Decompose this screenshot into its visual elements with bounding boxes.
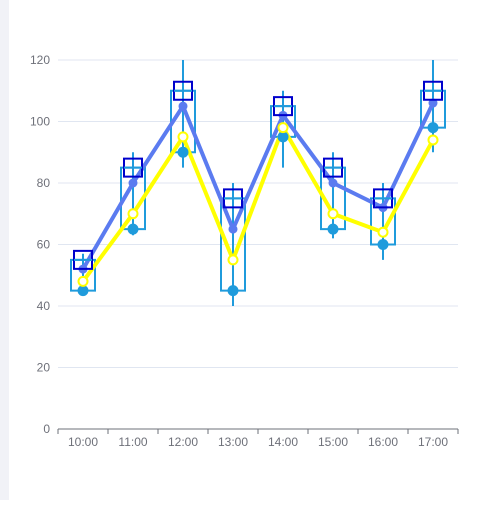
x-tick-label: 11:00: [118, 435, 147, 449]
data-point-hollow: [377, 226, 389, 238]
x-tick-label: 10:00: [68, 435, 98, 449]
x-tick-label: 12:00: [168, 435, 198, 449]
y-tick-label: 100: [30, 115, 50, 129]
y-tick-label: 80: [37, 176, 51, 190]
data-point-filled: [77, 285, 89, 297]
data-point-filled: [327, 223, 339, 235]
data-point-hollow: [327, 208, 339, 220]
y-tick-label: 40: [37, 299, 51, 313]
data-point-hollow: [177, 131, 189, 143]
data-point-hollow: [227, 254, 239, 266]
x-tick-label: 16:00: [368, 435, 398, 449]
data-point-filled: [427, 122, 439, 134]
markers-layer: [73, 80, 443, 297]
y-tick-label: 20: [37, 361, 51, 375]
data-point-filled: [227, 285, 239, 297]
data-point-filled: [277, 131, 289, 143]
y-tick-label: 120: [30, 53, 50, 67]
y-tick-label: 0: [43, 422, 50, 436]
data-point-blue: [328, 178, 338, 188]
data-point-hollow: [427, 134, 439, 146]
data-point-blue: [128, 178, 138, 188]
y-axis: 0 20 40 60 80 100 120: [30, 53, 50, 436]
x-axis: 10:00 11:00 12:00 13:00 14:00 15:00 16:00 17:00: [57, 428, 459, 449]
x-tick-label: 15:00: [318, 435, 348, 449]
x-tick-label: 14:00: [268, 435, 298, 449]
data-point-blue: [428, 98, 438, 108]
data-point-blue: [178, 101, 188, 111]
y-tick-label: 60: [37, 238, 51, 252]
x-tick-label: 13:00: [218, 435, 248, 449]
data-point-hollow: [77, 275, 89, 287]
data-point-blue: [228, 224, 238, 234]
grid-lines: [58, 59, 458, 368]
lines-layer: [81, 102, 435, 283]
series-line-yellow: [81, 125, 435, 283]
data-point-filled: [127, 223, 139, 235]
data-point-hollow: [127, 208, 139, 220]
left-panel-edge: [0, 0, 9, 500]
data-point-filled: [177, 146, 189, 158]
x-tick-label: 17:00: [418, 435, 448, 449]
data-point-filled: [377, 239, 389, 250]
data-point-hollow: [277, 122, 289, 134]
